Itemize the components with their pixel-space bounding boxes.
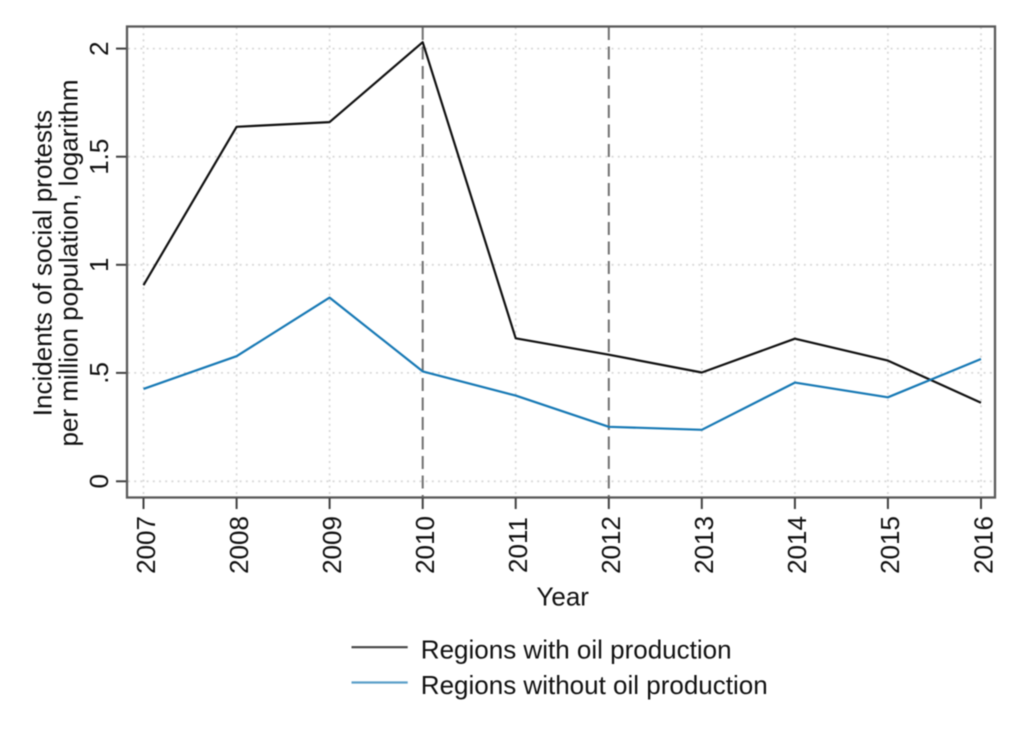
svg-text:1: 1 — [84, 258, 114, 272]
svg-text:2014: 2014 — [782, 516, 812, 574]
svg-text:Year: Year — [536, 581, 589, 611]
svg-text:per million population, logari: per million population, logarithm — [54, 79, 84, 446]
svg-text:2008: 2008 — [224, 516, 254, 574]
svg-text:2016: 2016 — [968, 516, 998, 574]
svg-text:Incidents of social protests: Incidents of social protests — [27, 110, 57, 416]
svg-text:2007: 2007 — [131, 516, 161, 574]
svg-text:2: 2 — [84, 41, 114, 55]
svg-text:0: 0 — [84, 474, 114, 488]
svg-text:2010: 2010 — [410, 516, 440, 574]
svg-text:1.5: 1.5 — [84, 139, 114, 175]
svg-text:2011: 2011 — [503, 517, 533, 573]
svg-text:2015: 2015 — [875, 516, 905, 574]
svg-text:2012: 2012 — [596, 516, 626, 574]
svg-text:Regions without oil production: Regions without oil production — [421, 670, 768, 700]
svg-text:.5: .5 — [84, 362, 114, 384]
svg-text:2013: 2013 — [689, 516, 719, 574]
svg-text:Regions with oil production: Regions with oil production — [421, 635, 732, 665]
svg-text:2009: 2009 — [317, 516, 347, 574]
